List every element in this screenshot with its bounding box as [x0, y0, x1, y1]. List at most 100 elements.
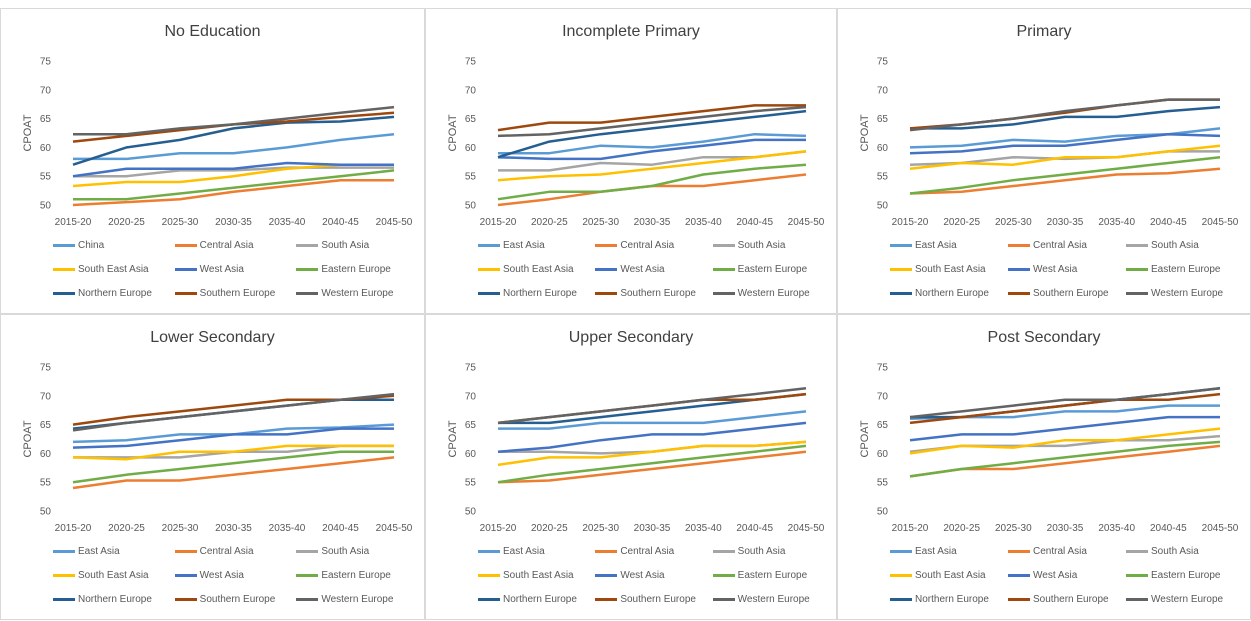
series-line — [497, 440, 807, 467]
y-tick-label: 75 — [465, 363, 477, 374]
chart-svg: 50 55 60 65 70 75 CPOAT 2015-20 2020-25 2025-30 20… — [859, 363, 1239, 535]
legend-label: South East Asia — [503, 264, 574, 275]
series-line — [909, 392, 1221, 425]
x-tick-label: 2030-35 — [1047, 523, 1084, 534]
y-tick-label: 50 — [465, 507, 477, 518]
legend-label: South Asia — [1151, 240, 1199, 251]
chart-svg: 50 55 60 65 70 75 CPOAT 2015-20 2020-25 2025-30 20… — [22, 363, 413, 535]
series-line — [909, 132, 1221, 155]
legend-label: Central Asia — [1033, 240, 1087, 251]
legend-item: Western Europe — [712, 594, 810, 605]
legend-swatch — [1126, 291, 1148, 295]
legend-item: Southern Europe — [174, 288, 275, 299]
legend-swatch — [296, 291, 319, 295]
legend-item: East Asia — [890, 546, 957, 557]
y-tick-label: 50 — [877, 201, 889, 212]
x-tick-label: 2020-25 — [943, 217, 980, 228]
y-tick-label: 50 — [877, 507, 889, 518]
x-tick-label: 2015-20 — [892, 523, 929, 534]
legend-item: Central Asia — [595, 240, 674, 251]
y-tick-label: 75 — [40, 57, 52, 68]
legend-swatch — [53, 573, 75, 577]
legend-label: South East Asia — [78, 570, 149, 581]
legend-swatch — [53, 291, 75, 295]
legend-item: South East Asia — [478, 264, 574, 275]
series-line — [497, 450, 807, 484]
chart-svg: 50 55 60 65 70 75 CPOAT 2015-20 2020-25 2025-30 20… — [447, 57, 825, 229]
x-tick-label: 2045-50 — [376, 523, 413, 534]
legend-label: Northern Europe — [78, 288, 152, 299]
legend-label: Central Asia — [1033, 546, 1087, 557]
legend-label: Western Europe — [1151, 594, 1224, 605]
legend-swatch — [174, 291, 197, 295]
x-tick-label: 2015-20 — [55, 523, 92, 534]
series-line — [498, 132, 807, 155]
legend-swatch — [595, 573, 618, 577]
legend-swatch — [712, 243, 735, 247]
legend-label: South Asia — [321, 240, 370, 251]
legend-label: Central Asia — [199, 546, 254, 557]
chart-panel: Post Secondary 50 55 60 65 70 75 CPOAT 2015-20 20… — [837, 314, 1251, 620]
legend-label: China — [78, 240, 105, 251]
legend-item: Central Asia — [595, 546, 674, 557]
legend-item: Central Asia — [1008, 546, 1087, 557]
series-line — [909, 427, 1221, 455]
chart-panel: Upper Secondary 50 55 60 65 70 75 CPOAT 2015-20 2… — [425, 314, 837, 620]
series-line — [72, 392, 395, 432]
chart-panel: Lower Secondary 50 55 60 65 70 75 CPOAT 2015-20 2… — [0, 314, 425, 620]
legend-label: Western Europe — [737, 594, 810, 605]
legend-swatch — [478, 291, 500, 295]
legend-swatch — [296, 267, 319, 271]
legend-swatch — [1008, 267, 1030, 271]
series-line — [497, 138, 806, 161]
y-tick-label: 75 — [40, 363, 52, 374]
legend-swatch — [1008, 549, 1030, 553]
legend-label: Northern Europe — [503, 594, 577, 605]
legend-label: Southern Europe — [1033, 288, 1109, 299]
legend-label: East Asia — [78, 546, 120, 557]
chart-panel: No Education 50 55 60 65 70 75 CPOAT 2015-20 2020… — [0, 8, 425, 314]
legend-item: East Asia — [53, 546, 120, 557]
legend-label: Central Asia — [620, 240, 675, 251]
y-tick-label: 75 — [877, 363, 889, 374]
legend-item: Northern Europe — [890, 288, 989, 299]
legend-item: West Asia — [174, 570, 244, 581]
legend-label: West Asia — [199, 570, 244, 581]
legend-label: West Asia — [1033, 570, 1078, 581]
legend-item: South East Asia — [53, 570, 149, 581]
x-tick-label: 2035-40 — [685, 217, 722, 228]
legend-item: Southern Europe — [595, 594, 696, 605]
series-line — [497, 444, 807, 484]
x-tick-label: 2020-25 — [108, 523, 145, 534]
legend-item: Southern Europe — [1008, 594, 1109, 605]
y-tick-label: 70 — [465, 391, 477, 402]
x-tick-label: 2040-45 — [736, 523, 773, 534]
series-line — [72, 161, 394, 178]
legend-swatch — [1008, 597, 1030, 601]
y-tick-label: 60 — [40, 449, 52, 460]
legend-label: Southern Europe — [620, 288, 696, 299]
legend-item: Northern Europe — [478, 594, 577, 605]
legend-swatch — [890, 597, 912, 601]
chart-title: Lower Secondary — [150, 329, 275, 346]
legend-label: Southern Europe — [620, 594, 696, 605]
legend-item: West Asia — [1008, 264, 1077, 275]
legend-item: Eastern Europe — [712, 570, 807, 581]
x-tick-label: 2015-20 — [480, 523, 517, 534]
series-line — [497, 109, 807, 159]
legend-swatch — [174, 573, 197, 577]
legend-swatch — [1126, 597, 1148, 601]
x-tick-label: 2040-45 — [322, 217, 359, 228]
series-line — [909, 440, 1221, 478]
legend-label: South East Asia — [915, 570, 986, 581]
series-line — [497, 105, 807, 138]
legend-swatch — [296, 243, 319, 247]
chart-panel: Primary 50 55 60 65 70 75 CPOAT 2015-20 2020-25 20… — [837, 8, 1251, 314]
x-tick-label: 2020-25 — [943, 523, 980, 534]
legend-swatch — [53, 267, 75, 271]
x-tick-label: 2020-25 — [108, 217, 145, 228]
x-tick-label: 2030-35 — [1047, 217, 1084, 228]
y-tick-label: 70 — [877, 391, 889, 402]
legend-swatch — [712, 267, 735, 271]
legend-item: South East Asia — [890, 570, 986, 581]
